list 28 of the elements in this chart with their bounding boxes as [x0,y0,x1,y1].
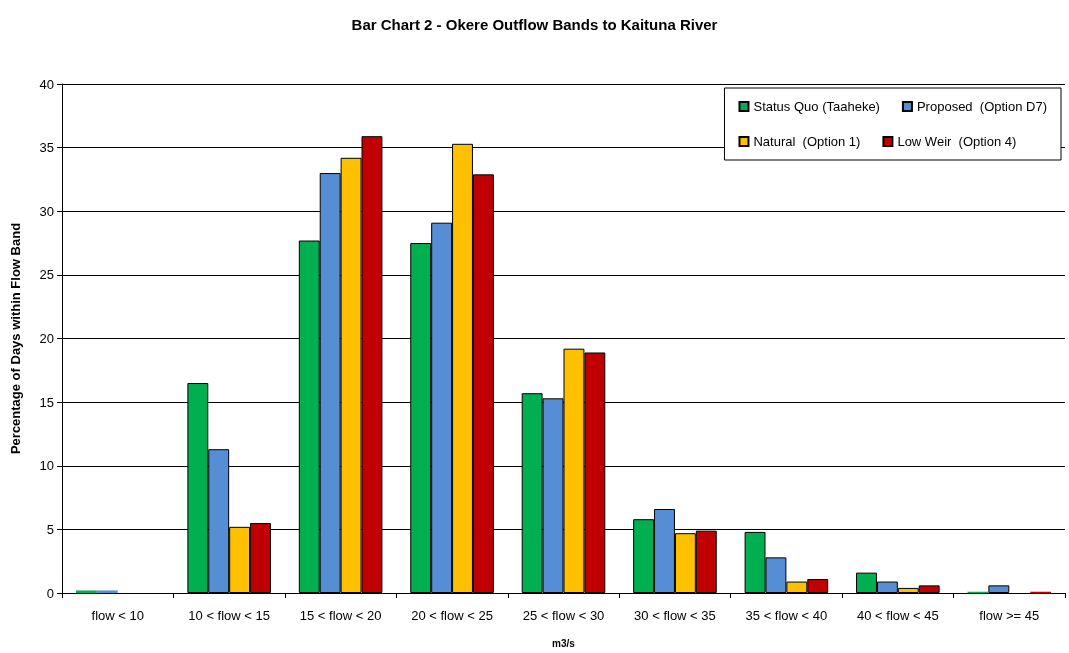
x-tick-label: 40 < flow < 45 [857,608,939,623]
bar [75,590,97,593]
y-tick-label: 10 [39,458,54,474]
x-tick-label: 20 < flow < 25 [411,608,493,623]
x-tick-label: flow >= 45 [979,608,1040,623]
y-tick-label: 15 [39,394,54,410]
y-tick-label: 5 [46,521,54,537]
chart-title: Bar Chart 2 - Okere Outflow Bands to Kaituna River [351,16,718,33]
bar [96,590,118,593]
x-tick-label: 10 < flow < 15 [188,608,270,623]
y-tick-label: 0 [46,585,54,601]
x-tick-label: 30 < flow < 35 [634,608,716,623]
y-axis-title: Percentage of Days within Flow Band [8,222,23,455]
y-tick-label: 40 [39,76,54,92]
y-tick-label: 30 [39,203,54,219]
x-tick-label: 15 < flow < 20 [299,608,382,623]
x-tick-label: flow < 10 [91,608,144,623]
legend-label: Proposed (Option D7) [916,99,1048,114]
x-axis-title: m3/s [552,637,576,649]
legend-label: Status Quo (Taaheke) [753,99,880,114]
y-tick-label: 35 [39,140,54,156]
y-tick-label: 25 [39,267,54,283]
x-tick-label: 25 < flow < 30 [522,608,605,623]
legend-label: Low Weir (Option 4) [897,134,1017,149]
legend-label: Natural (Option 1) [753,134,861,149]
bar [988,585,1010,593]
y-tick-label: 20 [39,331,54,346]
x-tick-label: 35 < flow < 40 [745,608,828,623]
